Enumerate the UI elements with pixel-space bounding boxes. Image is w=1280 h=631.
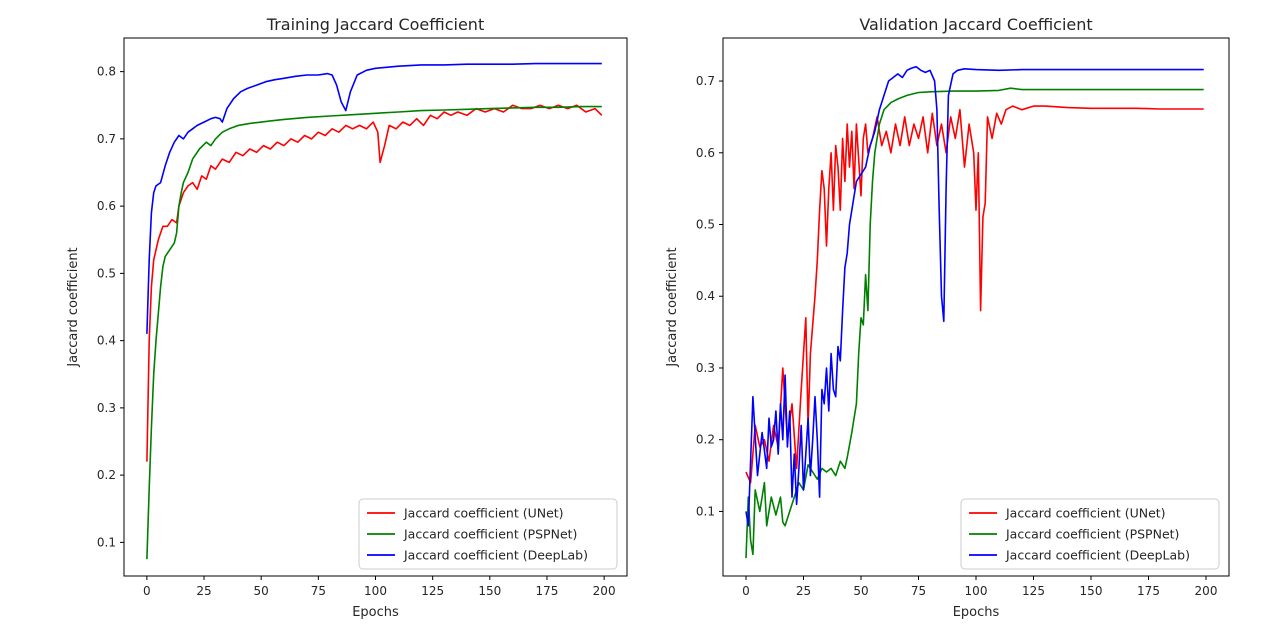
chart0-ytick-label: 0.5 <box>97 266 116 280</box>
chart1-legend-label-0: Jaccard coefficient (UNet) <box>1005 506 1166 521</box>
chart1-ytick-label: 0.1 <box>696 504 715 518</box>
chart1-series-line-1 <box>745 87 1204 559</box>
chart0-ylabel: Jaccard coefficient <box>66 247 81 367</box>
chart1-xtick-label: 75 <box>911 584 926 598</box>
chart1-legend-label-1: Jaccard coefficient (PSPNet) <box>1005 527 1179 542</box>
chart1-legend: Jaccard coefficient (UNet) Jaccard coeffi… <box>960 498 1220 570</box>
chart1-ytick-label: 0.2 <box>696 433 715 447</box>
chart1-xlabel: Epochs <box>953 605 1000 620</box>
chart0-legend-label-2: Jaccard coefficient (DeepLab) <box>403 548 588 563</box>
chart0-series-line-0 <box>146 104 603 462</box>
chart0-xtick-label: 25 <box>196 584 211 598</box>
chart1-ytick-label: 0.4 <box>696 289 715 303</box>
chart1-ylabel: Jaccard coefficient <box>665 247 680 367</box>
chart1-ytick-label: 0.3 <box>696 361 715 375</box>
chart1-xtick-label: 25 <box>796 584 811 598</box>
chart0-legend: Jaccard coefficient (UNet) Jaccard coeffi… <box>358 498 618 570</box>
chart0-xtick-label: 200 <box>593 584 616 598</box>
chart0-xlabel: Epochs <box>352 605 399 620</box>
chart1-axes-frame <box>722 37 1230 577</box>
chart1-series-line-2 <box>745 65 1204 527</box>
chart1-xtick-label: 175 <box>1137 584 1160 598</box>
chart1-ytick-label: 0.7 <box>696 74 715 88</box>
chart1-ytick-label: 0.6 <box>696 146 715 160</box>
chart0-ytick-label: 0.2 <box>97 468 116 482</box>
chart1-xtick-label: 125 <box>1022 584 1045 598</box>
chart1-xtick-label: 200 <box>1195 584 1218 598</box>
chart0-xtick-label: 150 <box>478 584 501 598</box>
chart0-xtick-label: 125 <box>421 584 444 598</box>
chart0-xtick-label: 0 <box>143 584 151 598</box>
chart1-xtick-label: 150 <box>1080 584 1103 598</box>
chart0-xtick-label: 75 <box>311 584 326 598</box>
chart0-ytick-label: 0.4 <box>97 334 116 348</box>
chart0-ytick-label: 0.8 <box>97 65 116 79</box>
chart1-legend-label-2: Jaccard coefficient (DeepLab) <box>1005 548 1190 563</box>
chart0-legend-label-0: Jaccard coefficient (UNet) <box>403 506 564 521</box>
chart0-ytick-label: 0.6 <box>97 199 116 213</box>
chart1-ytick-label: 0.5 <box>696 218 715 232</box>
chart1-panel: 0 25 50 75 100 125 150 175 200 0.1 0.2 0.3 0.4 0.5 0.6… <box>665 15 1230 620</box>
chart1-series-line-0 <box>745 105 1204 484</box>
chart0-axes-frame <box>123 37 628 577</box>
chart1-xtick-label: 50 <box>853 584 868 598</box>
chart0-title: Training Jaccard Coefficient <box>266 15 484 34</box>
chart1-title: Validation Jaccard Coefficient <box>859 15 1092 34</box>
chart0-legend-label-1: Jaccard coefficient (PSPNet) <box>403 527 577 542</box>
chart1-xtick-label: 0 <box>742 584 750 598</box>
chart0-panel: 0 25 50 75 100 125 150 175 200 0.1 0.2 0.3 0.4 0.5 0.6… <box>66 15 628 620</box>
chart0-ytick-label: 0.3 <box>97 401 116 415</box>
chart0-xtick-label: 100 <box>364 584 387 598</box>
chart0-xtick-label: 50 <box>254 584 269 598</box>
chart1-legend-box <box>960 498 1220 570</box>
chart0-series-line-1 <box>146 105 602 560</box>
chart1-xtick-label: 100 <box>965 584 988 598</box>
chart0-series-line-2 <box>146 62 602 334</box>
chart0-xtick-label: 175 <box>536 584 559 598</box>
chart0-ytick-label: 0.1 <box>97 535 116 549</box>
chart0-legend-box <box>358 498 618 570</box>
chart0-ytick-label: 0.7 <box>97 132 116 146</box>
